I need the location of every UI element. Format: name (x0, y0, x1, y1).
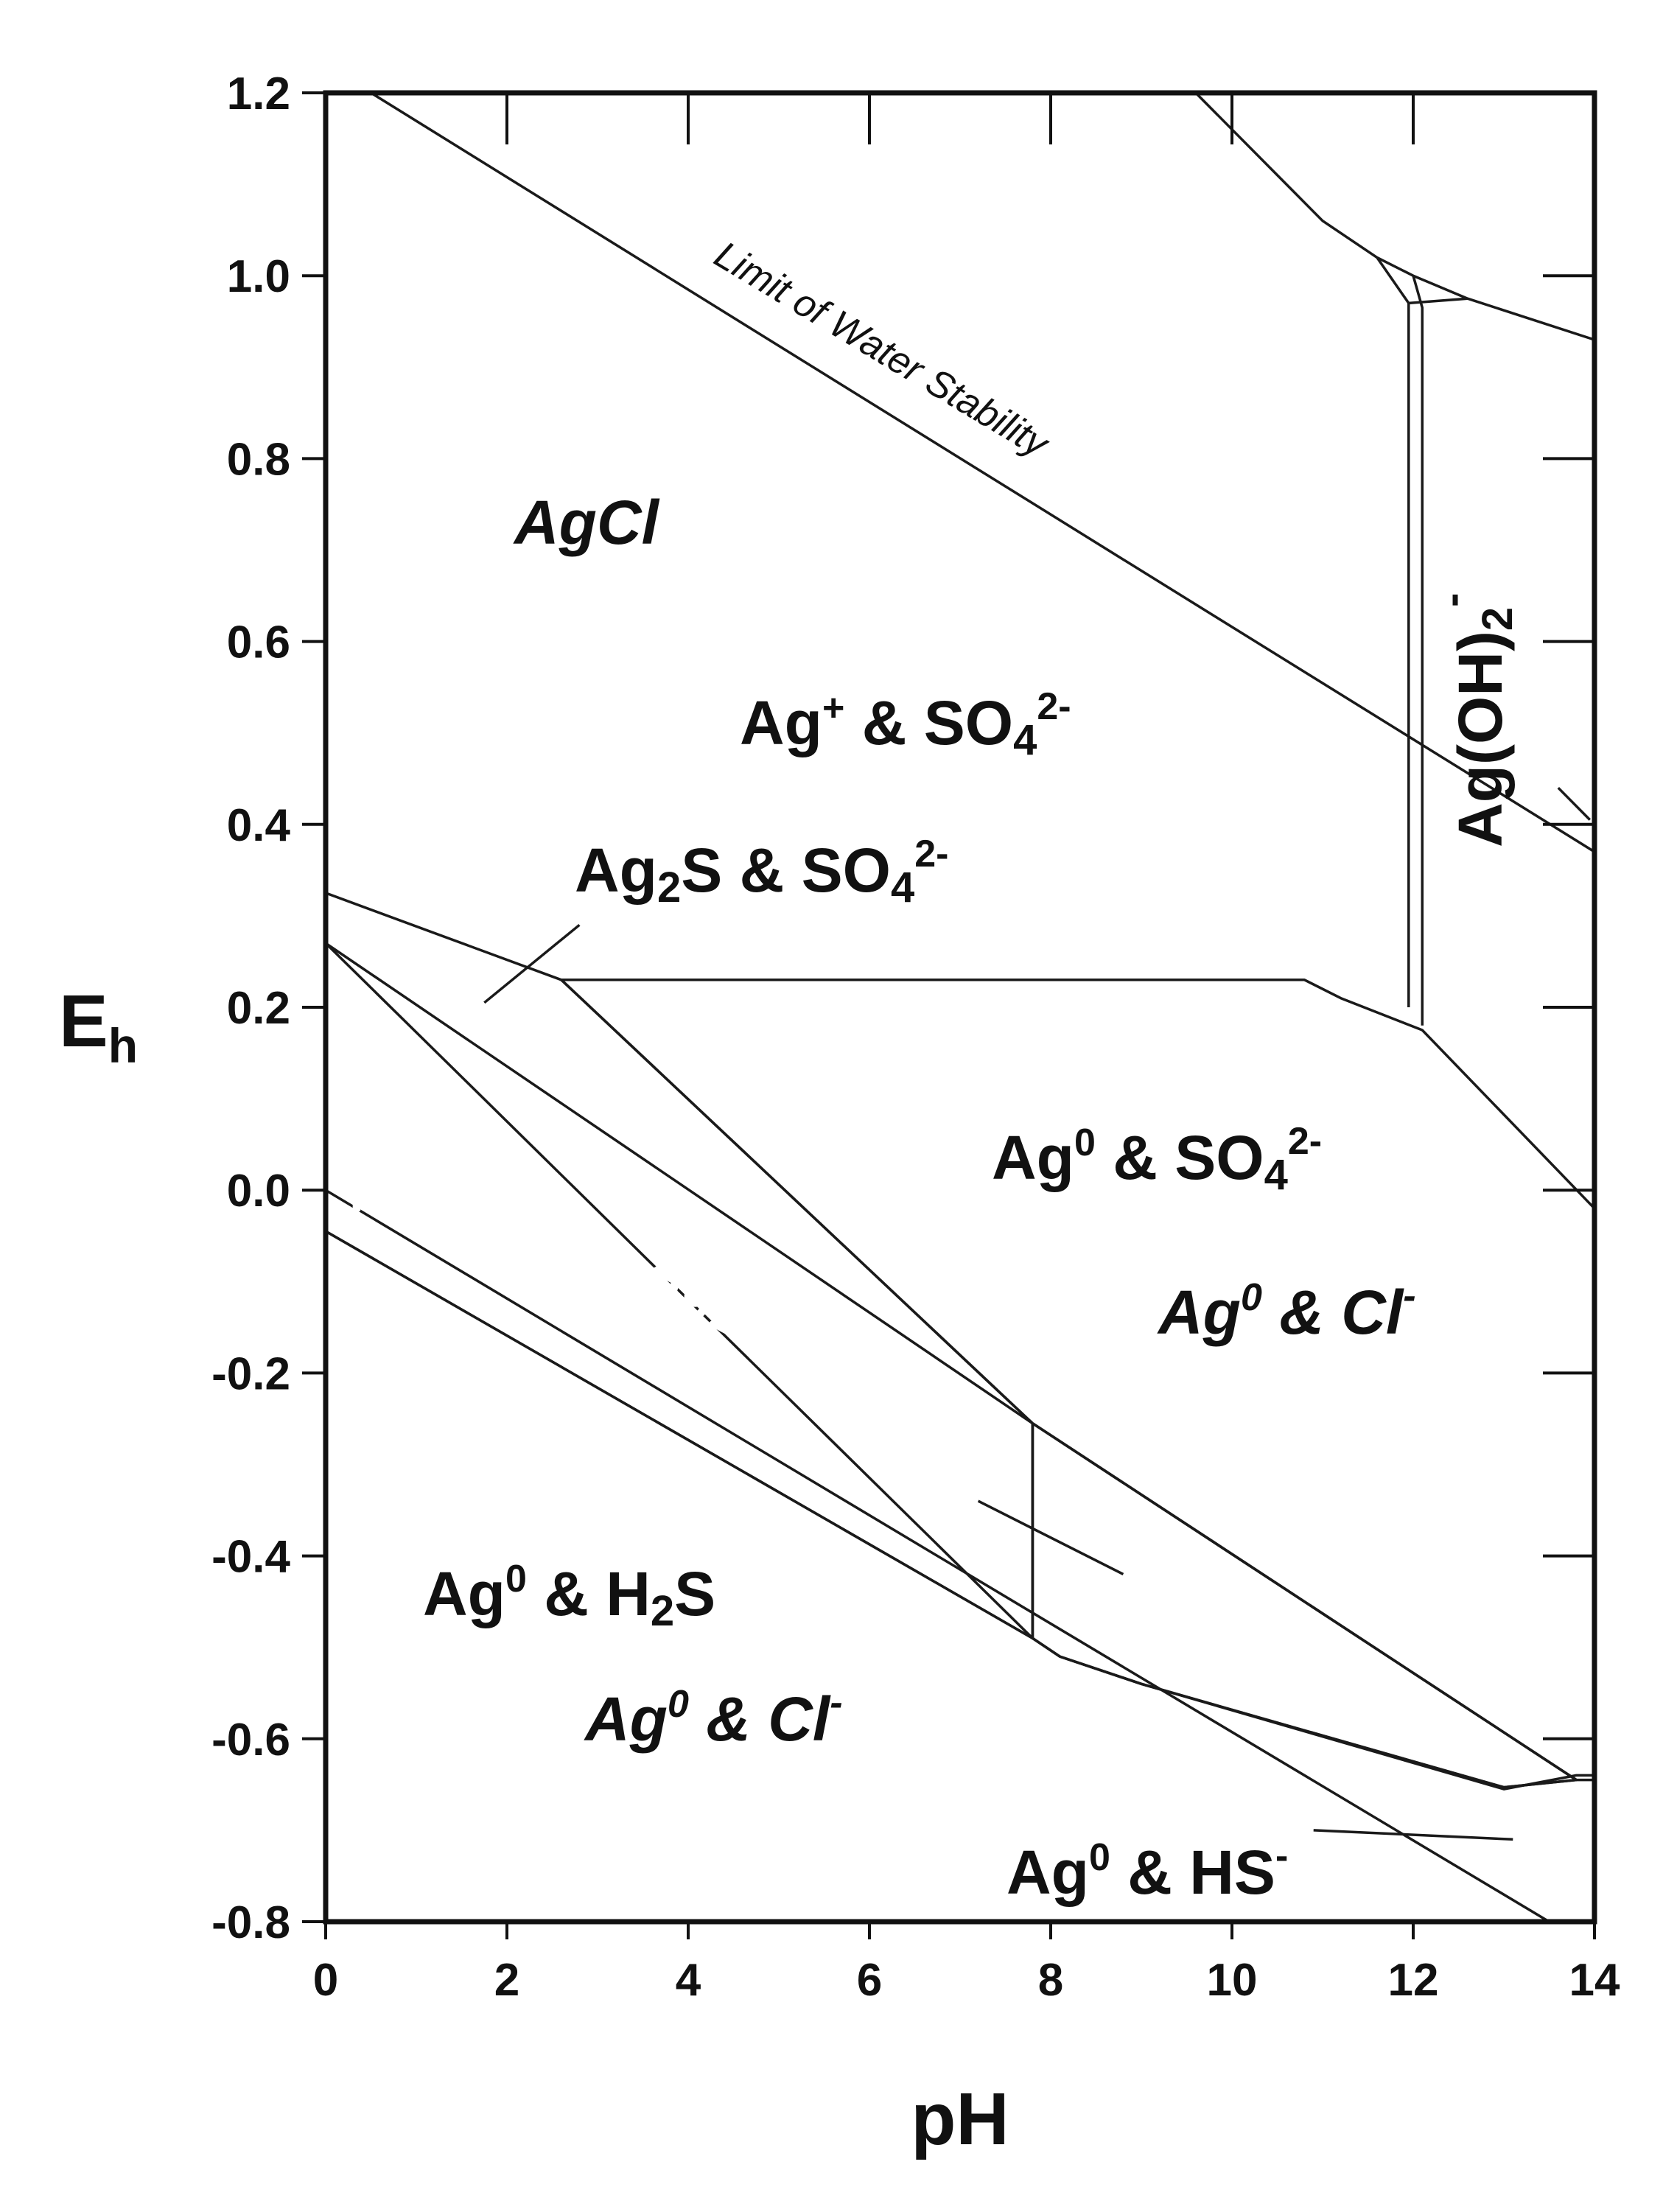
label-ag0-cl-upper-ag: Ag (1157, 1278, 1241, 1347)
plot-area (323, 90, 1597, 1925)
label-ag0-h2s-sub: 2 (651, 1587, 674, 1635)
ag2s-hs-leader-line (977, 1499, 1124, 1575)
plot-content (326, 93, 1594, 1922)
ag0-hs-leader-line (1313, 1829, 1513, 1841)
y-tick-label: -0.4 (211, 1532, 290, 1583)
label-ag-oh2-main: Ag(OH) (1446, 631, 1515, 847)
label-ag2s-so4-sub4: 4 (891, 864, 914, 911)
y-axis-title: Eh (59, 980, 138, 1073)
label-ag0-cl-lower-cl-sup: - (830, 1681, 842, 1724)
label-ag-oh2: Ag(OH)2- (1428, 592, 1522, 847)
x-tick-label: 10 (1207, 1955, 1258, 2006)
label-ag0-so4: Ag0 & SO42- (992, 1120, 1322, 1199)
label-ag-plus-so4: Ag+ & SO42- (740, 685, 1071, 764)
y-tick-label: 0.6 (227, 617, 290, 668)
x-tick-label: 6 (857, 1955, 882, 2006)
y-axis-title-sub: h (108, 1018, 138, 1073)
label-ag0-hs-ag: Ag (1006, 1838, 1089, 1907)
label-ag0-h2s: Ag0 & H2S (423, 1558, 715, 1635)
label-ag0-hs-tail: & HS (1110, 1838, 1275, 1907)
label-ag0-hs: Ag0 & HS- (1006, 1835, 1288, 1907)
label-ag0-cl-upper-sup: 0 (1241, 1276, 1262, 1319)
x-tick-label: 14 (1569, 1955, 1620, 2006)
label-so4-sup: 2- (1037, 685, 1071, 728)
label-ag0-cl-upper-tail: & Cl (1262, 1278, 1404, 1347)
label-ag0-so4-tail: & SO (1096, 1123, 1264, 1192)
x-tick-label: 0 (313, 1955, 338, 2006)
label-ag2s-so4-sub: 2 (657, 864, 681, 911)
y-tick-label: 0.8 (227, 434, 290, 485)
label-so: & SO (844, 688, 1013, 757)
label-ag0-so4-ag: Ag (992, 1123, 1074, 1192)
label-agcl: AgCl (513, 488, 660, 557)
label-ag0-cl-upper-cl-sup: - (1403, 1275, 1415, 1317)
label-ag2s-so4-ag: Ag (575, 836, 657, 905)
y-tick-label: 0.2 (227, 983, 290, 1034)
label-ag0-h2s-s: S (674, 1559, 715, 1628)
x-tick-label: 2 (494, 1955, 519, 2006)
label-ag-oh2-sub: 2 (1474, 607, 1522, 631)
label-ag-sup: + (822, 687, 844, 729)
y-tick-label: 0.0 (227, 1166, 290, 1217)
label-ag0-cl-lower-tail: & Cl (689, 1684, 831, 1754)
plot-background (326, 93, 1594, 1922)
label-ag: Ag (740, 688, 822, 757)
label-ag0-hs-sup: 0 (1089, 1836, 1110, 1879)
label-ag0-cl-lower-ag: Ag (584, 1684, 668, 1754)
label-ag0-so4-sup0: 0 (1074, 1121, 1096, 1164)
x-axis-title: pH (911, 2078, 1009, 2160)
label-ag0-cl-lower: Ag0 & Cl- (584, 1681, 843, 1754)
label-ag2s-so4-sup: 2- (914, 833, 948, 875)
label-ag0-h2s-sup: 0 (505, 1558, 527, 1600)
label-ag0-hs-sup-minus: - (1275, 1835, 1288, 1877)
label-ag2s-so4: Ag2S & SO42- (575, 833, 949, 911)
ag-oh2-boundary-right (1412, 275, 1424, 1026)
x-tick-label: 8 (1038, 1955, 1063, 2006)
y-tick-label: 1.0 (227, 251, 290, 302)
x-tick-label: 12 (1388, 1955, 1439, 2006)
label-ag-oh2-sup: - (1428, 592, 1476, 606)
axis-ticks: 0 2 4 6 8 10 12 14 1.2 1.0 0.8 0.6 0.4 0.2 0.0 -0.2 -0.4… (211, 69, 1620, 2006)
y-tick-label: -0.6 (211, 1715, 290, 1765)
label-ag0-h2s-ag: Ag (423, 1559, 505, 1628)
y-tick-label: -0.8 (211, 1897, 290, 1948)
label-ag0-so4-sub: 4 (1264, 1151, 1288, 1199)
label-ag0-cl-lower-sup: 0 (668, 1683, 689, 1726)
label-ag0-so4-sup: 2- (1288, 1120, 1322, 1163)
ag-oh2-boundary-cross (1408, 297, 1468, 305)
y-tick-label: 1.2 (227, 69, 290, 119)
water-stability-upper-line (370, 93, 1594, 853)
x-tick-label: 4 (676, 1955, 701, 2006)
ag-oh2-leader-line (1557, 786, 1592, 821)
label-ag0-h2s-mid: & H (527, 1559, 651, 1628)
ag2s-so4-leader-line (483, 923, 581, 1004)
y-tick-label: -0.2 (211, 1348, 290, 1399)
water-stability-lower-line (326, 1189, 1550, 1922)
label-ag0-cl-upper: Ag0 & Cl- (1157, 1275, 1416, 1347)
label-ag2s-so4-tail: S & SO (681, 836, 891, 905)
upper-boundary-line (1194, 93, 1594, 341)
y-axis-title-main: E (59, 980, 108, 1063)
y-tick-label: 0.4 (227, 800, 291, 851)
label-so4-sub: 4 (1013, 716, 1037, 764)
